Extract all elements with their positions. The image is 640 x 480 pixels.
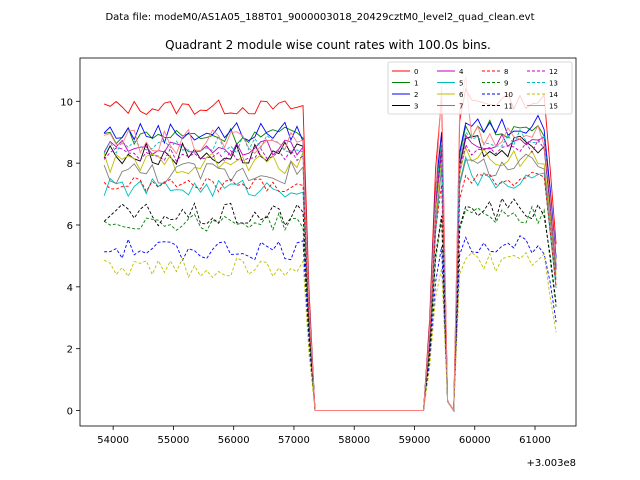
chart-title: Quadrant 2 module wise count rates with …	[165, 38, 491, 52]
series-line-6	[103, 146, 557, 412]
series-line-7	[103, 153, 557, 412]
series-line-15	[103, 76, 557, 412]
legend-label: 7	[459, 103, 463, 111]
legend-label: 3	[414, 103, 418, 111]
x-tick-label: 60000	[459, 435, 491, 446]
legend-label: 11	[504, 103, 513, 111]
x-tick-label: 56000	[218, 435, 250, 446]
axes-frame	[79, 57, 577, 427]
legend-label: 0	[414, 68, 418, 76]
y-tick-label: 0	[67, 407, 73, 418]
legend-label: 4	[459, 68, 464, 76]
y-tick-label: 8	[67, 159, 73, 170]
plot-lines	[103, 76, 557, 412]
x-tick-label: 54000	[97, 435, 129, 446]
x-tick-label: 61000	[519, 435, 551, 446]
legend-label: 15	[549, 103, 558, 111]
figure-suptitle: Data file: modeM0/AS1A05_188T01_90000030…	[105, 12, 534, 23]
legend-label: 10	[504, 91, 513, 99]
y-tick-label: 4	[67, 283, 73, 294]
x-tick-label: 57000	[278, 435, 310, 446]
x-tick-label: 59000	[399, 435, 431, 446]
series-line-5	[103, 155, 557, 412]
series-line-14	[103, 251, 557, 412]
legend-label: 6	[459, 91, 464, 99]
y-tick-label: 2	[67, 345, 73, 356]
legend-label: 8	[504, 68, 508, 76]
x-tick-label: 55000	[158, 435, 190, 446]
series-line-8	[103, 171, 557, 412]
legend-label: 12	[549, 68, 558, 76]
series-line-4	[103, 133, 557, 412]
series-line-1	[104, 119, 557, 412]
legend-label: 13	[549, 80, 558, 88]
legend-label: 9	[504, 80, 508, 88]
legend-label: 2	[414, 91, 418, 99]
x-tick-label: 58000	[338, 435, 370, 446]
x-offset-label: +3.003e8	[526, 458, 576, 469]
series-line-11	[103, 197, 557, 412]
x-axis: 54000 55000 56000 57000 58000 59000 60000 61000	[97, 426, 551, 446]
legend-label: 1	[414, 80, 418, 88]
y-axis: 0 2 4 6 8 10	[60, 97, 80, 418]
legend-label: 5	[459, 80, 463, 88]
legend-box	[387, 61, 573, 115]
series-line-12	[103, 139, 557, 412]
series-line-10	[104, 235, 557, 412]
y-tick-label: 6	[67, 221, 73, 232]
y-tick-label: 10	[60, 97, 73, 108]
series-line-9	[103, 205, 557, 412]
legend-label: 14	[549, 91, 558, 99]
